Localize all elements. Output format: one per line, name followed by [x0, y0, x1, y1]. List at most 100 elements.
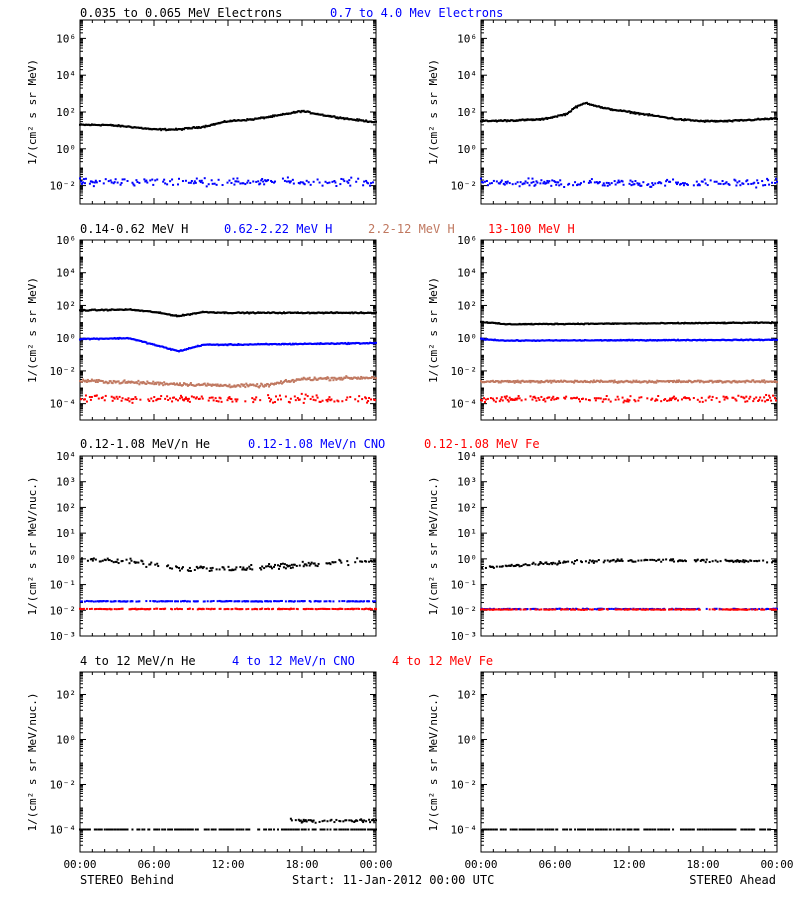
data-point	[349, 600, 352, 603]
data-point	[104, 394, 107, 397]
data-point	[259, 567, 262, 570]
data-point	[747, 183, 750, 186]
data-point	[676, 379, 679, 382]
data-point	[145, 341, 148, 344]
data-point	[344, 608, 347, 611]
data-point	[526, 181, 529, 184]
data-point	[591, 381, 594, 384]
data-point	[301, 378, 304, 381]
data-point	[758, 398, 761, 401]
data-point	[276, 564, 279, 567]
data-point	[375, 341, 377, 344]
data-point	[506, 180, 509, 183]
data-point	[761, 379, 764, 382]
data-point	[550, 381, 553, 384]
series-points	[79, 109, 377, 132]
data-point	[226, 181, 229, 184]
data-point	[715, 180, 718, 183]
data-point	[566, 113, 569, 116]
data-point	[232, 569, 235, 572]
data-point	[375, 377, 377, 380]
data-point	[500, 396, 503, 399]
y-axis-label: 1/(cm² s sr MeV)	[26, 59, 39, 165]
data-point	[760, 380, 763, 383]
data-point	[311, 395, 314, 398]
data-point	[296, 397, 299, 400]
data-point	[722, 183, 725, 186]
data-point	[507, 381, 510, 384]
data-point	[601, 184, 604, 187]
data-point	[743, 397, 746, 400]
data-point	[90, 600, 93, 603]
data-point	[288, 564, 291, 567]
legend-entry: 2.2-12 MeV H	[368, 222, 455, 236]
data-point	[232, 177, 235, 180]
data-point	[360, 375, 363, 378]
data-point	[557, 181, 560, 184]
data-point	[355, 119, 358, 122]
chart-panel-ahead-heavy-ions-low: 10⁻³ 10⁻² 10⁻¹ 10⁰ 10¹ 10² 10³ 10⁴ 1/(cm² s sr M…	[427, 450, 778, 643]
data-point	[80, 380, 83, 383]
data-point	[189, 382, 192, 385]
data-point	[557, 562, 560, 565]
data-point	[534, 563, 537, 566]
data-point	[555, 398, 558, 401]
data-point	[656, 399, 659, 402]
data-point	[772, 394, 775, 397]
data-point	[703, 178, 706, 181]
data-point	[342, 178, 345, 181]
data-point	[495, 565, 498, 568]
data-point	[236, 608, 239, 611]
data-point	[328, 396, 331, 399]
data-point	[706, 184, 709, 187]
data-point	[303, 600, 306, 603]
data-point	[139, 398, 142, 401]
data-point	[309, 563, 312, 566]
data-point	[724, 182, 727, 185]
data-point	[562, 561, 565, 564]
data-point	[764, 400, 767, 403]
data-point	[555, 183, 558, 186]
data-point	[687, 397, 690, 400]
data-point	[299, 111, 302, 114]
data-point	[187, 181, 190, 184]
data-point	[287, 180, 290, 183]
data-point	[188, 400, 191, 403]
data-point	[267, 383, 270, 386]
data-point	[97, 397, 100, 400]
data-point	[90, 607, 93, 610]
data-point	[92, 557, 95, 560]
data-point	[281, 607, 284, 610]
data-point	[121, 397, 124, 400]
y-tick-label: 10⁴	[56, 267, 76, 280]
data-point	[544, 400, 547, 403]
data-point	[317, 608, 320, 611]
data-point	[746, 400, 749, 403]
data-point	[548, 563, 551, 566]
data-point	[350, 376, 353, 379]
data-point	[737, 394, 740, 397]
data-point	[315, 394, 318, 397]
data-point	[357, 119, 360, 122]
data-point	[343, 600, 346, 603]
data-point	[358, 395, 361, 398]
data-point	[607, 182, 610, 185]
data-point	[279, 398, 282, 401]
data-point	[158, 383, 161, 386]
data-point	[292, 381, 295, 384]
data-point	[341, 600, 344, 603]
data-point	[270, 600, 273, 603]
data-point	[518, 565, 521, 568]
data-point	[296, 600, 299, 603]
data-point	[768, 394, 771, 397]
data-point	[548, 180, 551, 183]
data-point	[357, 400, 360, 403]
data-point	[115, 560, 118, 563]
data-point	[609, 400, 612, 403]
data-point	[486, 184, 489, 187]
data-point	[359, 377, 362, 380]
series-points	[480, 320, 778, 326]
data-point	[332, 561, 335, 564]
data-point	[116, 125, 119, 128]
data-point	[188, 383, 191, 386]
